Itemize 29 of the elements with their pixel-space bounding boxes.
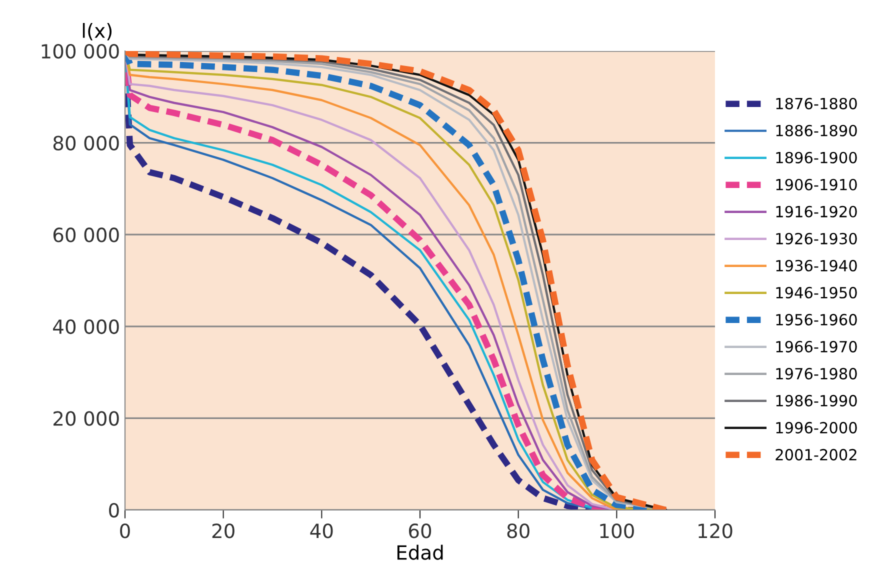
legend-label: 1926-1930 — [776, 232, 857, 244]
y-tick-label: 20 000 — [54, 411, 119, 426]
legend-label: 1966-1970 — [776, 340, 857, 352]
legend-label: 1956-1960 — [776, 314, 857, 326]
y-axis-title: l(x) — [82, 23, 112, 40]
x-tick-label: 60 — [408, 524, 432, 538]
legend-label: 1916-1920 — [776, 206, 857, 218]
x-tick-label: 20 — [212, 524, 234, 538]
legend-label: 2001-2002 — [776, 448, 856, 460]
y-tick-label: 80 000 — [53, 136, 119, 150]
y-tick-label: 60 000 — [53, 228, 119, 242]
x-tick-label: 100 — [600, 524, 634, 538]
legend-label: 1986-1990 — [776, 394, 857, 406]
x-axis-title: Edad — [397, 544, 443, 560]
legend-label: 1946-1950 — [776, 286, 857, 298]
legend-label: 1886-1890 — [776, 124, 857, 136]
x-tick-label: 40 — [310, 524, 333, 538]
legend-label: 1936-1940 — [776, 260, 857, 272]
y-tick-label: 0 — [109, 502, 119, 518]
y-tick-label: 40 000 — [53, 319, 119, 334]
legend-label: 1906-1910 — [776, 178, 857, 190]
x-tick-label: 0 — [120, 524, 130, 538]
legend-label: 1896-1900 — [776, 152, 857, 164]
x-tick-label: 120 — [698, 524, 732, 538]
legend-label: 1996-2000 — [776, 422, 857, 434]
y-tick-label: 100 000 — [42, 44, 119, 59]
x-tick-label: 80 — [507, 524, 530, 538]
legend-label: 1876-1880 — [776, 98, 857, 110]
legend-label: 1976-1980 — [776, 368, 857, 380]
